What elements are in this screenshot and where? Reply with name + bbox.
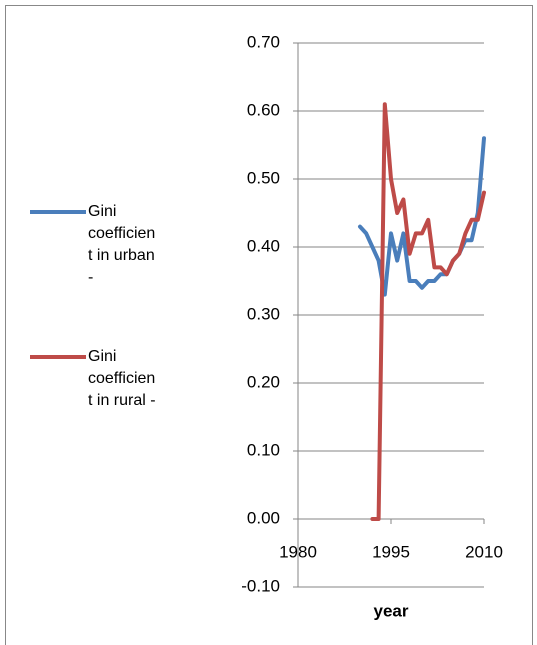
y-tick-label: 0.00 — [247, 508, 280, 527]
x-tick-label: 1980 — [279, 542, 317, 561]
legend-label: Gini coefficient in rural - — [88, 348, 156, 409]
y-tick-label: 0.70 — [247, 32, 280, 51]
y-tick-label: 0.60 — [247, 100, 280, 119]
y-tick-label: 0.20 — [247, 372, 280, 391]
y-tick-label: 0.40 — [247, 236, 280, 255]
y-tick-label: 0.50 — [247, 168, 280, 187]
x-tick-label: 1995 — [372, 542, 410, 561]
y-tick-label: 0.10 — [247, 440, 280, 459]
y-tick-label: -0.10 — [241, 576, 280, 595]
y-tick-label: 0.30 — [247, 304, 280, 323]
x-axis-label: year — [374, 601, 409, 620]
x-tick-label: 2010 — [465, 542, 503, 561]
legend-label: Gini coefficient in urban - — [88, 203, 156, 286]
series-line — [370, 102, 486, 521]
chart-frame — [5, 5, 533, 645]
